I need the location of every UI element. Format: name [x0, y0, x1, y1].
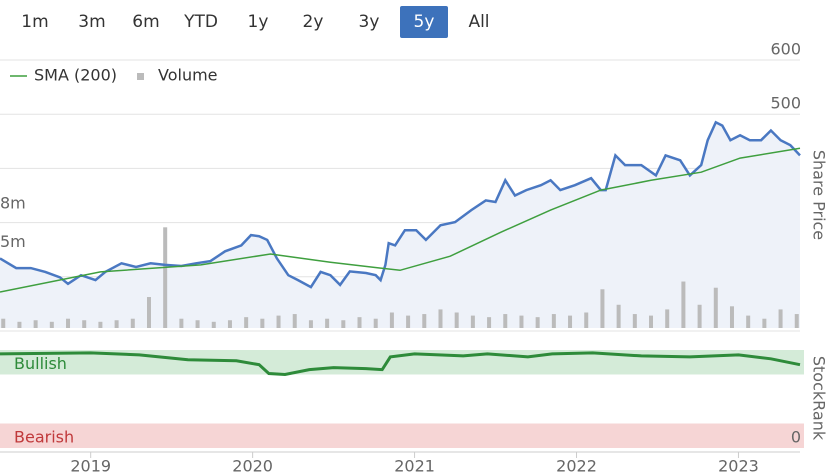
volume-bar — [713, 287, 718, 328]
volume-tick-label: 5m — [0, 232, 26, 251]
range-button[interactable]: 1m — [21, 12, 48, 32]
y-tick-label: 500 — [770, 94, 801, 113]
volume-bar — [503, 314, 508, 328]
volume-bar — [470, 315, 475, 328]
volume-bar — [163, 227, 168, 328]
volume-bar — [568, 315, 573, 328]
volume-bar — [211, 321, 216, 328]
x-tick-label: 2021 — [394, 457, 435, 476]
volume-bar — [325, 318, 330, 328]
volume-bar — [49, 321, 54, 328]
volume-bar — [535, 317, 540, 328]
range-button[interactable]: All — [468, 12, 489, 32]
volume-bar — [227, 320, 232, 328]
x-tick-label: 2020 — [232, 457, 273, 476]
volume-bar — [276, 315, 281, 328]
range-button[interactable]: 3y — [359, 12, 380, 32]
y-axis-title: Share Price — [810, 150, 829, 240]
rank-axis-title: StockRank — [810, 356, 829, 441]
volume-bar — [373, 318, 378, 328]
volume-bar — [292, 314, 297, 328]
price-area — [0, 122, 800, 328]
volume-bar — [130, 318, 135, 328]
volume-bar — [1, 318, 6, 328]
volume-bar — [454, 312, 459, 328]
volume-bar — [308, 320, 313, 328]
volume-bar — [551, 314, 556, 328]
volume-bar — [665, 309, 670, 328]
volume-bar — [746, 315, 751, 328]
volume-bar — [389, 312, 394, 328]
volume-bar — [406, 315, 411, 328]
x-tick-label: 2019 — [70, 457, 111, 476]
y-tick-label: 600 — [770, 40, 801, 59]
volume-bar — [66, 318, 71, 328]
range-button[interactable]: 5y — [414, 12, 435, 32]
volume-bar — [778, 309, 783, 328]
volume-bar — [244, 317, 249, 328]
volume-bar — [794, 314, 799, 328]
band-label: Bearish — [14, 427, 74, 446]
range-button[interactable]: YTD — [183, 12, 218, 32]
volume-bar — [341, 320, 346, 328]
volume-bar — [357, 317, 362, 328]
volume-bar — [697, 304, 702, 328]
volume-bar — [114, 320, 119, 328]
volume-bar — [17, 321, 22, 328]
rank-tick-label: 0 — [791, 428, 801, 447]
rank-band — [0, 423, 804, 448]
volume-tick-label: 8m — [0, 193, 26, 212]
volume-bar — [146, 297, 151, 328]
volume-bar — [519, 315, 524, 328]
range-button[interactable]: 1y — [248, 12, 269, 32]
legend-swatch — [137, 73, 144, 80]
volume-bar — [82, 320, 87, 328]
volume-bar — [600, 289, 605, 328]
selected-button-bg — [400, 6, 448, 38]
volume-bar — [681, 281, 686, 328]
volume-bar — [179, 318, 184, 328]
volume-bar — [762, 318, 767, 328]
volume-bar — [729, 306, 734, 328]
sma-line — [0, 147, 801, 293]
volume-bar — [422, 314, 427, 328]
volume-bar — [98, 321, 103, 328]
volume-bar — [616, 304, 621, 328]
band-label: Bullish — [14, 354, 67, 373]
volume-bar — [195, 320, 200, 328]
rank-line — [0, 351, 801, 377]
x-tick-label: 2023 — [718, 457, 759, 476]
legend-label[interactable]: Volume — [158, 66, 218, 85]
legend-label[interactable]: SMA (200) — [34, 66, 117, 85]
range-button[interactable]: 2y — [303, 12, 324, 32]
volume-bar — [649, 315, 654, 328]
volume-bar — [584, 312, 589, 328]
volume-bar — [260, 318, 265, 328]
volume-bar — [487, 317, 492, 328]
x-tick-label: 2022 — [556, 457, 597, 476]
range-button[interactable]: 6m — [132, 12, 159, 32]
volume-bar — [438, 309, 443, 328]
volume-bar — [632, 314, 637, 328]
range-button[interactable]: 3m — [78, 12, 105, 32]
volume-bar — [33, 320, 38, 328]
